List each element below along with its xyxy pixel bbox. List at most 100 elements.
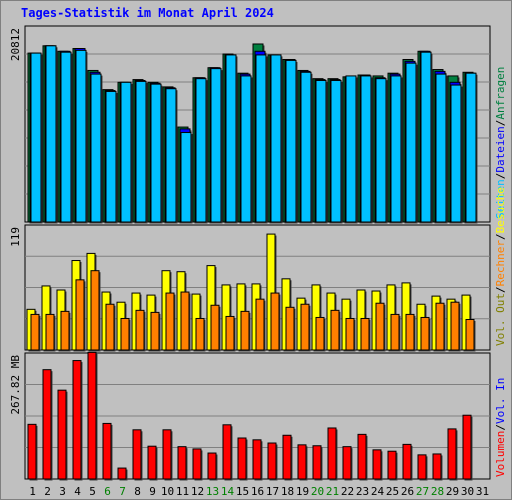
bar-rechner [405,313,415,351]
x-tick-label: 5 [89,485,96,498]
bar-rechner [375,302,385,351]
bar-volumen [57,389,67,480]
bar-volumen [72,360,82,480]
bar-rechner [390,313,400,351]
bar-seiten [225,54,237,223]
bar-seiten [165,88,177,223]
x-tick-label: 6 [104,485,111,498]
bar-volumen [312,445,322,480]
legend-group-1: Vol. Out/Rechner/Besuche [494,187,507,346]
bar-rechner [135,309,145,351]
bar-rechner [60,310,70,351]
legend-seiten: Seiten [494,179,507,219]
bar-seiten [180,132,192,223]
bar-volumen [282,434,292,480]
bar-rechner [270,292,280,351]
bar-seiten [60,51,72,223]
bar-volumen [42,369,52,480]
bar-rechner [30,313,40,351]
x-tick-label: 16 [251,485,264,498]
bar-volumen [27,423,37,480]
x-tick-label: 17 [266,485,279,498]
x-tick-label: 14 [221,485,235,498]
bar-seiten [30,52,42,223]
bar-rechner [450,301,460,351]
bar-volumen [387,450,397,480]
bar-volumen [237,437,247,480]
bar-volumen [192,448,202,480]
bar-seiten [375,78,387,223]
bar-rechner [360,317,370,351]
x-tick-label: 23 [356,485,369,498]
bar-volumen [252,439,262,480]
bar-rechner [300,303,310,351]
bar-volumen [177,446,187,480]
bar-seiten [420,51,432,223]
bar-volumen [297,444,307,480]
bar-volumen [417,454,427,480]
bar-rechner [165,292,175,351]
legend-separator: / [494,233,507,240]
bar-volumen [222,424,232,480]
bar-seiten [330,79,342,223]
bar-seiten [285,59,297,223]
bar-rechner [345,317,355,351]
bar-volumen [357,433,367,480]
x-tick-label: 20 [311,485,324,498]
bar-rechner [120,317,130,351]
bar-seiten [390,75,402,223]
bar-volumen [342,446,352,480]
legend-separator: / [494,120,507,127]
x-tick-label: 15 [236,485,249,498]
x-tick-label: 4 [74,485,81,498]
y-max-label-hits: 20812 [9,28,22,61]
bar-rechner [255,298,265,351]
legend-vol--in: Vol. In [494,378,507,424]
bar-rechner [435,302,445,351]
bar-rechner [285,306,295,351]
bar-seiten [45,45,57,223]
bar-seiten [75,49,87,223]
bar-volumen [102,422,112,480]
bar-seiten [465,72,477,223]
bar-seiten [315,79,327,223]
bar-rechner [225,315,235,351]
chart-title: Tages-Statistik im Monat April 2024 [21,6,274,20]
legend-separator: / [494,173,507,180]
y-max-label-visits: 119 [9,227,22,247]
x-tick-label: 30 [461,485,474,498]
bar-volumen [117,467,127,480]
x-tick-label: 25 [386,485,399,498]
bar-rechner [465,318,475,351]
x-tick-label: 1 [29,485,36,498]
x-tick-label: 22 [341,485,354,498]
bar-volumen [147,445,157,480]
legend-group-2: Volumen/Vol. In [494,378,507,477]
bar-rechner [330,309,340,351]
bar-seiten [345,75,357,223]
bar-volumen [402,443,412,480]
bar-volumen [132,429,142,480]
bar-volumen [87,351,97,480]
legend-vol--out: Vol. Out [494,293,507,346]
x-tick-label: 10 [161,485,174,498]
bar-volumen [327,427,337,480]
bar-volumen [207,452,217,480]
x-tick-label: 27 [416,485,429,498]
bar-seiten [255,54,267,223]
bar-seiten [360,75,372,223]
bar-rechner [180,291,190,351]
bar-volumen [267,442,277,480]
bar-rechner [240,310,250,351]
legend-separator: / [494,424,507,431]
bar-volumen [372,449,382,480]
bar-rechner [315,316,325,351]
x-tick-label: 28 [431,485,444,498]
x-tick-label: 29 [446,485,459,498]
bar-volumen [162,429,172,480]
x-tick-label: 18 [281,485,294,498]
legend-rechner: Rechner [494,240,507,287]
y-max-label-volume: 267.82 MB [9,355,22,415]
bar-seiten [120,81,132,223]
